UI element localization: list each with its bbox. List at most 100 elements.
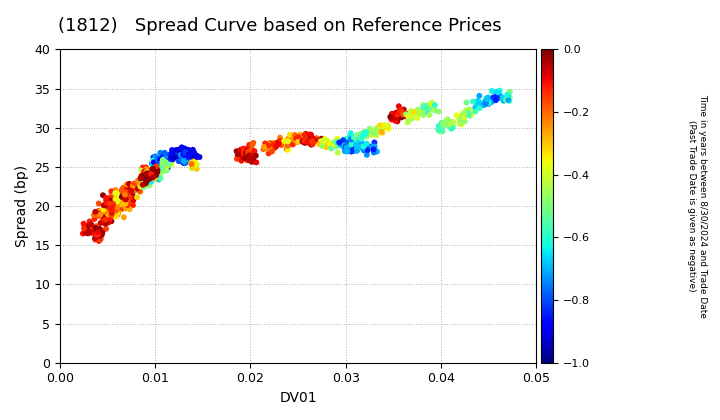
Point xyxy=(498,97,509,104)
Point xyxy=(246,146,258,152)
Point xyxy=(137,178,148,184)
Point xyxy=(275,139,287,146)
Point xyxy=(349,138,361,144)
Point xyxy=(246,147,257,154)
Point xyxy=(98,205,109,212)
Point xyxy=(185,160,197,166)
Point xyxy=(401,110,413,117)
Point xyxy=(138,179,149,186)
Point xyxy=(100,202,112,208)
Point xyxy=(91,226,102,233)
Point xyxy=(158,159,170,165)
Point xyxy=(84,218,95,225)
Point xyxy=(189,160,201,166)
Point xyxy=(390,110,402,116)
Point xyxy=(89,235,101,242)
Point xyxy=(379,123,390,129)
Point xyxy=(447,124,459,131)
Point xyxy=(158,152,170,159)
Point xyxy=(444,122,456,129)
Point xyxy=(292,138,304,145)
Point xyxy=(248,148,260,155)
Point xyxy=(302,139,314,146)
Point xyxy=(142,176,153,183)
Point xyxy=(111,206,122,213)
Point xyxy=(351,141,362,148)
Point xyxy=(437,122,449,129)
Point xyxy=(181,154,193,161)
Point xyxy=(162,156,174,163)
Point xyxy=(392,113,404,119)
Point xyxy=(472,102,483,109)
Point xyxy=(97,227,109,234)
Point xyxy=(481,95,492,102)
Point xyxy=(99,213,110,219)
Point xyxy=(136,177,148,184)
Point xyxy=(92,212,104,219)
Point xyxy=(259,140,271,147)
Point xyxy=(171,150,182,157)
Point xyxy=(140,180,152,186)
Point xyxy=(418,112,429,118)
Point xyxy=(107,203,118,210)
Point xyxy=(101,215,112,222)
Point xyxy=(114,189,126,196)
Point xyxy=(186,165,198,172)
Point xyxy=(82,230,94,237)
Point xyxy=(370,129,382,135)
Point xyxy=(405,110,416,117)
Point xyxy=(456,114,467,121)
Point xyxy=(347,135,359,142)
Point xyxy=(292,139,304,145)
Point xyxy=(428,107,440,113)
Point xyxy=(186,160,197,167)
Point xyxy=(151,168,163,175)
Point xyxy=(109,190,121,197)
Point xyxy=(383,125,395,132)
Point xyxy=(124,186,135,192)
Point xyxy=(99,208,111,215)
Point xyxy=(310,138,321,144)
Point xyxy=(354,144,365,150)
Point xyxy=(466,111,477,118)
Point xyxy=(284,131,296,138)
Point xyxy=(137,181,148,188)
Point xyxy=(504,89,516,95)
Point xyxy=(100,219,112,226)
Point xyxy=(145,170,156,177)
Point xyxy=(150,158,162,165)
Point xyxy=(265,144,276,151)
Point xyxy=(96,229,108,236)
Point xyxy=(243,148,255,155)
Point xyxy=(147,174,158,181)
Point xyxy=(145,178,157,185)
Point xyxy=(359,147,370,154)
Point xyxy=(99,220,111,227)
Point xyxy=(338,139,349,146)
Point xyxy=(173,152,184,159)
Point xyxy=(405,113,416,119)
Point xyxy=(160,166,171,173)
Point xyxy=(331,135,343,142)
Point xyxy=(320,144,332,150)
Point xyxy=(140,172,152,179)
Point xyxy=(348,136,359,143)
Point xyxy=(367,127,379,134)
Point xyxy=(282,141,294,147)
Point xyxy=(462,109,474,116)
Point xyxy=(369,143,380,150)
Point xyxy=(102,216,114,223)
Point xyxy=(426,99,438,106)
Point xyxy=(131,194,143,201)
Point xyxy=(290,135,302,142)
Point xyxy=(150,173,162,180)
Point xyxy=(163,153,175,160)
Point xyxy=(139,179,150,186)
Point xyxy=(264,140,276,147)
Point xyxy=(346,144,357,151)
Point xyxy=(294,136,305,143)
Point xyxy=(231,148,243,155)
Point xyxy=(238,145,249,152)
Point xyxy=(90,236,102,242)
Point xyxy=(152,158,163,164)
